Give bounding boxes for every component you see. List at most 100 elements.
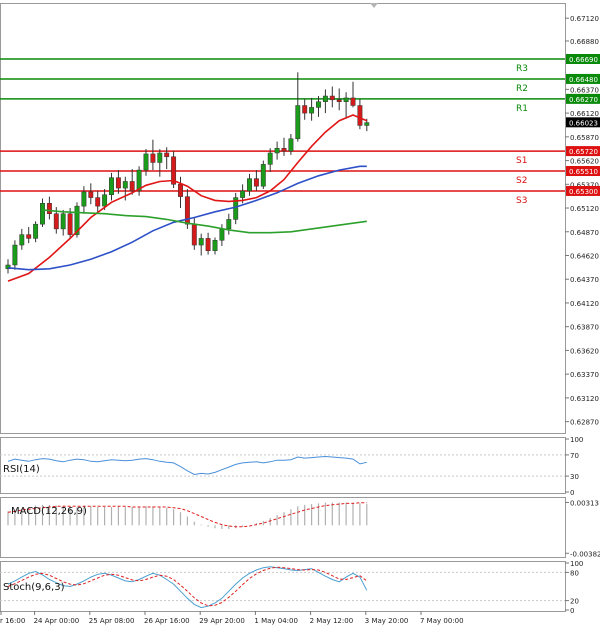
time-tick-label: 26 Apr 16:00 xyxy=(144,617,190,625)
candle-body xyxy=(191,223,197,246)
moving-average-line-2 xyxy=(7,165,367,271)
price-tick-label: 0.64120 xyxy=(570,300,599,308)
price-axis: 0.67120 0.66880 0.66370 0.66120 0.65870 0.656… xyxy=(565,15,599,427)
candle-body xyxy=(343,97,349,102)
candle-body xyxy=(260,164,266,187)
candle-body xyxy=(267,152,273,165)
level-price-badge xyxy=(566,54,600,65)
macd-indicator: 0.00313 -0.003827 MACD(12,26,9) xyxy=(7,499,600,558)
stoch-label: Stoch(9,6,3) xyxy=(3,582,65,593)
candle-body xyxy=(40,203,45,225)
candle-body xyxy=(46,203,52,214)
rsi-label: RSI(14) xyxy=(3,464,40,475)
time-tick-label: 3 May 20:00 xyxy=(365,617,409,625)
time-tick-label: 2 May 12:00 xyxy=(310,617,354,625)
candle-body xyxy=(329,95,335,101)
level-name-r2: R2 xyxy=(516,84,528,94)
price-tick-label: 0.65370 xyxy=(570,181,599,189)
level-price-label: 0.65510 xyxy=(569,168,598,176)
price-tick-label: 0.64620 xyxy=(570,252,599,260)
candle-body xyxy=(212,240,218,251)
price-tick-label: 0.64870 xyxy=(570,229,599,237)
price-tick-label: 0.66120 xyxy=(570,110,599,118)
price-tick-label: 0.63870 xyxy=(570,324,599,332)
level-price-badge xyxy=(566,185,600,196)
stoch-signal-line xyxy=(7,566,368,607)
price-tick-label: 0.67120 xyxy=(570,15,599,23)
candle-body xyxy=(26,234,32,239)
time-axis: r 16:00 24 Apr 00:00 25 Apr 08:00 26 Apr 16… xyxy=(0,611,464,625)
level-price-label: 0.66690 xyxy=(569,56,598,64)
candle-body xyxy=(157,152,163,163)
price-tick-label: 0.65620 xyxy=(570,158,599,166)
level-price-badge xyxy=(566,166,600,177)
candle-body xyxy=(88,191,94,198)
price-tick-label: 0.63620 xyxy=(570,347,599,355)
level-price-badge xyxy=(566,93,600,104)
stochastic-tick-label: 20 xyxy=(570,598,579,606)
rsi-tick-label: 100 xyxy=(570,436,583,444)
candle-body xyxy=(74,205,80,235)
candle-body xyxy=(122,181,128,189)
stoch-panel xyxy=(0,561,566,612)
moving-average-line-1 xyxy=(7,114,368,282)
macd-tick-label: 0.00313 xyxy=(570,499,599,507)
level-price-label: 0.66270 xyxy=(569,96,598,104)
macd-signal-line xyxy=(7,502,367,528)
candle-body xyxy=(143,153,149,171)
candle-body xyxy=(33,223,39,239)
current-price-badge xyxy=(566,117,600,128)
level-name-s1: S1 xyxy=(516,156,527,166)
time-tick-label: 7 May 00:00 xyxy=(420,617,464,625)
price-tick-label: 0.65120 xyxy=(570,205,599,213)
stochastic-tick-label: 80 xyxy=(570,569,579,577)
time-tick-label: 24 Apr 00:00 xyxy=(34,617,80,625)
candle-body xyxy=(53,213,59,230)
candle-body xyxy=(240,190,246,198)
candle-body xyxy=(184,196,190,225)
level-price-label: 0.66480 xyxy=(569,76,598,84)
time-tick-label: 25 Apr 08:00 xyxy=(89,617,135,625)
candle-body xyxy=(247,178,252,192)
rsi-tick-label: 70 xyxy=(570,452,579,460)
candle-body xyxy=(357,105,363,126)
macd-panel xyxy=(0,497,566,558)
candle-body xyxy=(219,228,225,241)
price-tick-label: 0.65870 xyxy=(570,134,599,142)
macd-label: MACD(12,26,9) xyxy=(11,506,87,517)
candle-body xyxy=(295,105,301,139)
macd-tick-label: -0.003827 xyxy=(570,550,600,558)
current-price-label: 0.66023 xyxy=(569,119,598,127)
level-price-badge xyxy=(566,146,600,157)
candle-body xyxy=(171,156,177,185)
candle-body xyxy=(136,169,142,192)
candle-body xyxy=(350,97,356,106)
time-tick-label: 1 May 04:00 xyxy=(254,617,298,625)
candle-body xyxy=(281,147,287,152)
chart-shift-marker[interactable] xyxy=(370,3,378,8)
candle-body xyxy=(95,197,101,207)
moving-average-line-3 xyxy=(42,209,367,234)
time-tick-label: r 16:00 xyxy=(0,617,25,625)
candle-body xyxy=(5,264,11,270)
candle-body xyxy=(67,213,73,235)
rsi-panel xyxy=(0,437,566,494)
level-price-label: 0.65720 xyxy=(569,148,598,156)
level-price-badge xyxy=(566,73,600,84)
price-tick-label: 0.66370 xyxy=(570,86,599,94)
level-name-s3: S3 xyxy=(516,196,527,206)
support-resistance-levels: R3 0.66690 R2 0.66480 R1 0.66270 S1 0.65720 S2 0.… xyxy=(0,54,600,206)
candles xyxy=(5,72,370,274)
stoch-main-line xyxy=(7,566,368,609)
rsi-tick-label: 0 xyxy=(570,489,574,497)
candle-body xyxy=(12,244,18,266)
candle-body xyxy=(115,177,121,189)
price-tick-label: 0.62870 xyxy=(570,419,599,427)
candle-body xyxy=(178,184,183,197)
candle-body xyxy=(233,197,239,220)
candle-body xyxy=(253,178,259,187)
candle-body xyxy=(60,213,66,230)
